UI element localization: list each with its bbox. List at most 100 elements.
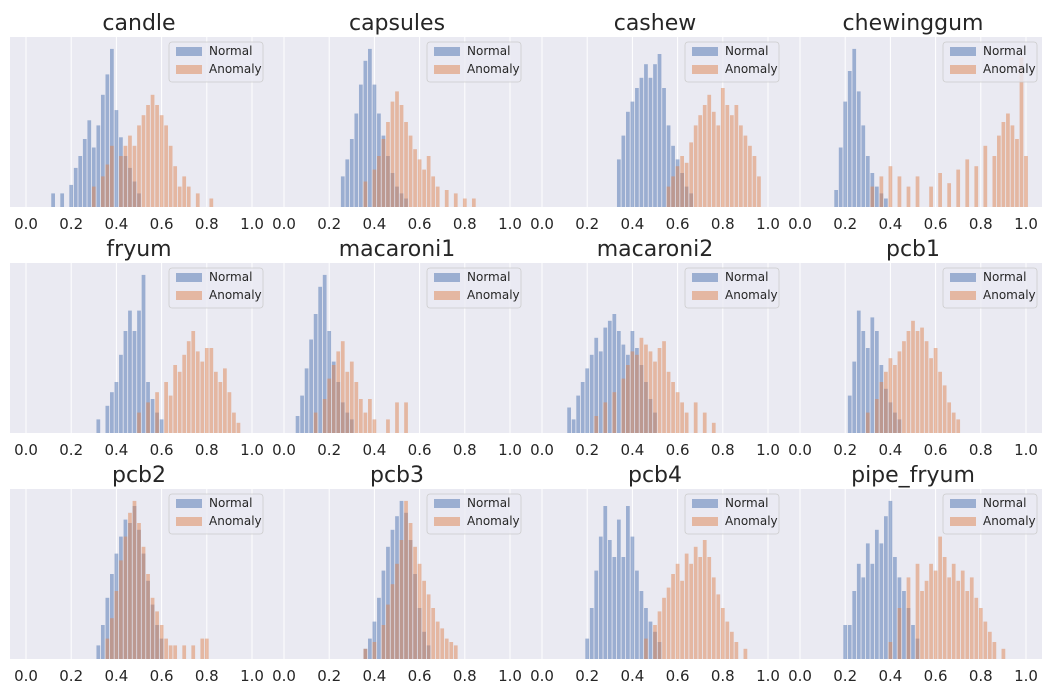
anomaly-bar (725, 105, 730, 207)
anomaly-bar (390, 101, 395, 207)
legend-label-anomaly: Anomaly (467, 288, 520, 302)
anomaly-bar (128, 135, 132, 207)
anomaly-bar (716, 594, 721, 659)
anomaly-bar (195, 351, 200, 433)
anomaly-bar (752, 156, 757, 207)
normal-bar (856, 91, 861, 207)
histogram-panel: 0.0 0.2 0.4 0.6 0.8 1.0 fryum Normal Anomaly (10, 237, 268, 459)
legend-label-normal: Normal (725, 270, 768, 284)
normal-bar (838, 147, 843, 207)
anomaly-bar (698, 115, 703, 207)
x-tick-label: 0.4 (620, 667, 644, 685)
anomaly-bar (942, 557, 947, 659)
anomaly-bar (644, 344, 648, 433)
x-tick-label: 0.8 (453, 667, 477, 685)
normal-bar (309, 339, 313, 433)
normal-bar (657, 54, 662, 207)
anomaly-bar (987, 631, 992, 659)
legend-label-anomaly: Anomaly (983, 288, 1036, 302)
x-tick-label: 0.6 (666, 441, 690, 459)
normal-bar (141, 274, 146, 433)
anomaly-bar (123, 536, 128, 659)
anomaly-bar (680, 580, 684, 659)
anomaly-bar (933, 348, 938, 433)
x-tick-label: 0.8 (453, 441, 477, 459)
histogram-panel: 0.0 0.2 0.4 0.6 0.8 1.0 pcb4 Normal Anomaly (526, 463, 784, 685)
legend-swatch-anomaly (692, 517, 718, 526)
anomaly-bar (132, 145, 137, 207)
anomaly-bar (974, 597, 979, 659)
x-tick-label: 1.0 (756, 667, 780, 685)
anomaly-bar (404, 500, 408, 659)
normal-bar (368, 638, 372, 659)
x-tick-label: 0.2 (59, 215, 83, 233)
x-tick-label: 0.2 (317, 441, 341, 459)
anomaly-bar (603, 402, 608, 433)
anomaly-bar (173, 645, 178, 659)
x-tick-label: 0.0 (14, 441, 38, 459)
legend-label-normal: Normal (467, 270, 510, 284)
legend-swatch-normal (176, 499, 202, 508)
x-tick-label: 1.0 (240, 215, 264, 233)
anomaly-bar (146, 105, 150, 207)
anomaly-bar (729, 115, 734, 207)
anomaly-bar (381, 139, 386, 207)
legend: Normal Anomaly (426, 41, 522, 83)
legend-label-normal: Normal (467, 496, 510, 510)
legend-swatch-normal (692, 273, 718, 282)
anomaly-bar (395, 91, 399, 207)
anomaly-bar (114, 591, 119, 659)
normal-bar (612, 314, 617, 433)
anomaly-bar (331, 365, 336, 433)
anomaly-bar (720, 88, 725, 207)
anomaly-bar (313, 412, 318, 433)
legend-swatch-anomaly (950, 65, 976, 74)
anomaly-bar (711, 577, 716, 659)
anomaly-bar (951, 412, 956, 433)
anomaly-bar (386, 419, 390, 433)
histogram-panel: 0.0 0.2 0.4 0.6 0.8 1.0 pipe_fryum Normal Anomal… (784, 463, 1042, 685)
x-tick-label: 0.4 (878, 441, 902, 459)
normal-bar (567, 407, 571, 433)
normal-bar (870, 317, 875, 433)
normal-bar (96, 125, 101, 207)
anomaly-bar (920, 327, 924, 433)
anomaly-bar (630, 351, 635, 433)
x-tick-label: 0.8 (195, 215, 219, 233)
anomaly-bar (422, 580, 426, 659)
normal-bar (884, 516, 888, 659)
x-tick-label: 0.6 (666, 667, 690, 685)
normal-bar (105, 597, 110, 659)
anomaly-bar (897, 608, 902, 659)
x-tick-label: 0.6 (924, 441, 948, 459)
x-tick-label: 0.0 (530, 441, 554, 459)
normal-bar (607, 540, 612, 659)
legend-swatch-normal (176, 273, 202, 282)
anomaly-bar (924, 341, 929, 433)
normal-bar (73, 167, 78, 207)
normal-bar (372, 84, 377, 207)
anomaly-bar (865, 412, 870, 433)
legend-swatch-normal (176, 47, 202, 56)
anomaly-bar (404, 122, 408, 207)
legend-label-anomaly: Anomaly (725, 514, 778, 528)
normal-bar (843, 625, 848, 659)
x-tick-label: 0.8 (969, 215, 993, 233)
anomaly-bar (431, 176, 436, 207)
anomaly-bar (390, 584, 395, 659)
anomaly-bar (395, 563, 399, 659)
normal-bar (386, 546, 390, 659)
x-tick-label: 1.0 (1014, 215, 1038, 233)
normal-bar (159, 419, 164, 433)
legend-label-normal: Normal (209, 44, 252, 58)
anomaly-bar (159, 115, 164, 207)
anomaly-bar (743, 648, 748, 659)
normal-bar (354, 113, 359, 207)
legend: Normal Anomaly (942, 41, 1038, 83)
anomaly-bar (956, 419, 961, 433)
anomaly-bar (186, 186, 191, 207)
anomaly-bar (336, 351, 341, 433)
anomaly-bar (653, 361, 657, 433)
chart-title: pcb1 (886, 237, 940, 262)
legend-swatch-normal (692, 47, 718, 56)
